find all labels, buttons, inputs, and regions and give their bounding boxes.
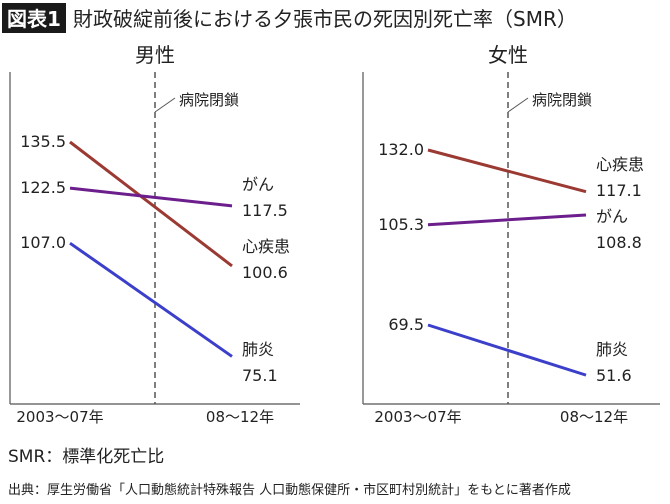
data-label-start: 122.5 (20, 178, 66, 197)
chart-title: 財政破綻前後における夕張市民の死因別死亡率（SMR） (73, 7, 577, 31)
annotation-leader (507, 97, 529, 113)
data-label-start: 132.0 (378, 140, 424, 159)
x-tick-label: 08〜12年 (206, 408, 274, 426)
annotation-label: 病院閉鎖 (532, 91, 592, 109)
series-line-肺炎 (69, 241, 233, 358)
data-label-end: 117.1 (596, 181, 642, 200)
figure-label: 図表1 (7, 7, 61, 31)
annotation-label: 病院閉鎖 (179, 91, 239, 109)
figure-label-bg (2, 3, 66, 33)
series-line-がん (69, 186, 233, 208)
data-label-end: 108.8 (596, 233, 642, 252)
source: 出典：厚生労働省「人口動態統計特殊報告 人口動態保健所・市区町村別統計」をもとに… (8, 482, 571, 498)
data-label-start: 107.0 (20, 233, 66, 252)
series-line-肺炎 (427, 323, 587, 377)
series-line-がん (427, 213, 587, 227)
data-label-start: 105.3 (378, 215, 424, 234)
series-name-label: 肺炎 (596, 340, 628, 359)
data-label-start: 135.5 (20, 132, 66, 151)
x-tick-label: 2003〜07年 (374, 408, 461, 426)
data-label-start: 69.5 (388, 315, 424, 334)
data-label-end: 117.5 (242, 201, 288, 220)
series-name-label: 心疾患 (242, 237, 290, 256)
annotation-leader (154, 97, 176, 113)
note: SMR：標準化死亡比 (8, 447, 164, 467)
panel-title: 女性 (488, 43, 528, 67)
data-label-end: 75.1 (242, 366, 278, 385)
series-line-心疾患 (69, 140, 233, 268)
x-tick-label: 2003〜07年 (16, 408, 103, 426)
series-line-心疾患 (427, 148, 587, 194)
series-name-label: 肺炎 (242, 340, 274, 359)
series-name-label: 心疾患 (596, 155, 644, 174)
data-label-end: 100.6 (242, 263, 288, 282)
panel-title: 男性 (135, 43, 175, 67)
x-tick-label: 08〜12年 (560, 408, 628, 426)
series-name-label: がん (242, 175, 274, 194)
series-name-label: がん (596, 207, 628, 226)
data-label-end: 51.6 (596, 366, 632, 385)
